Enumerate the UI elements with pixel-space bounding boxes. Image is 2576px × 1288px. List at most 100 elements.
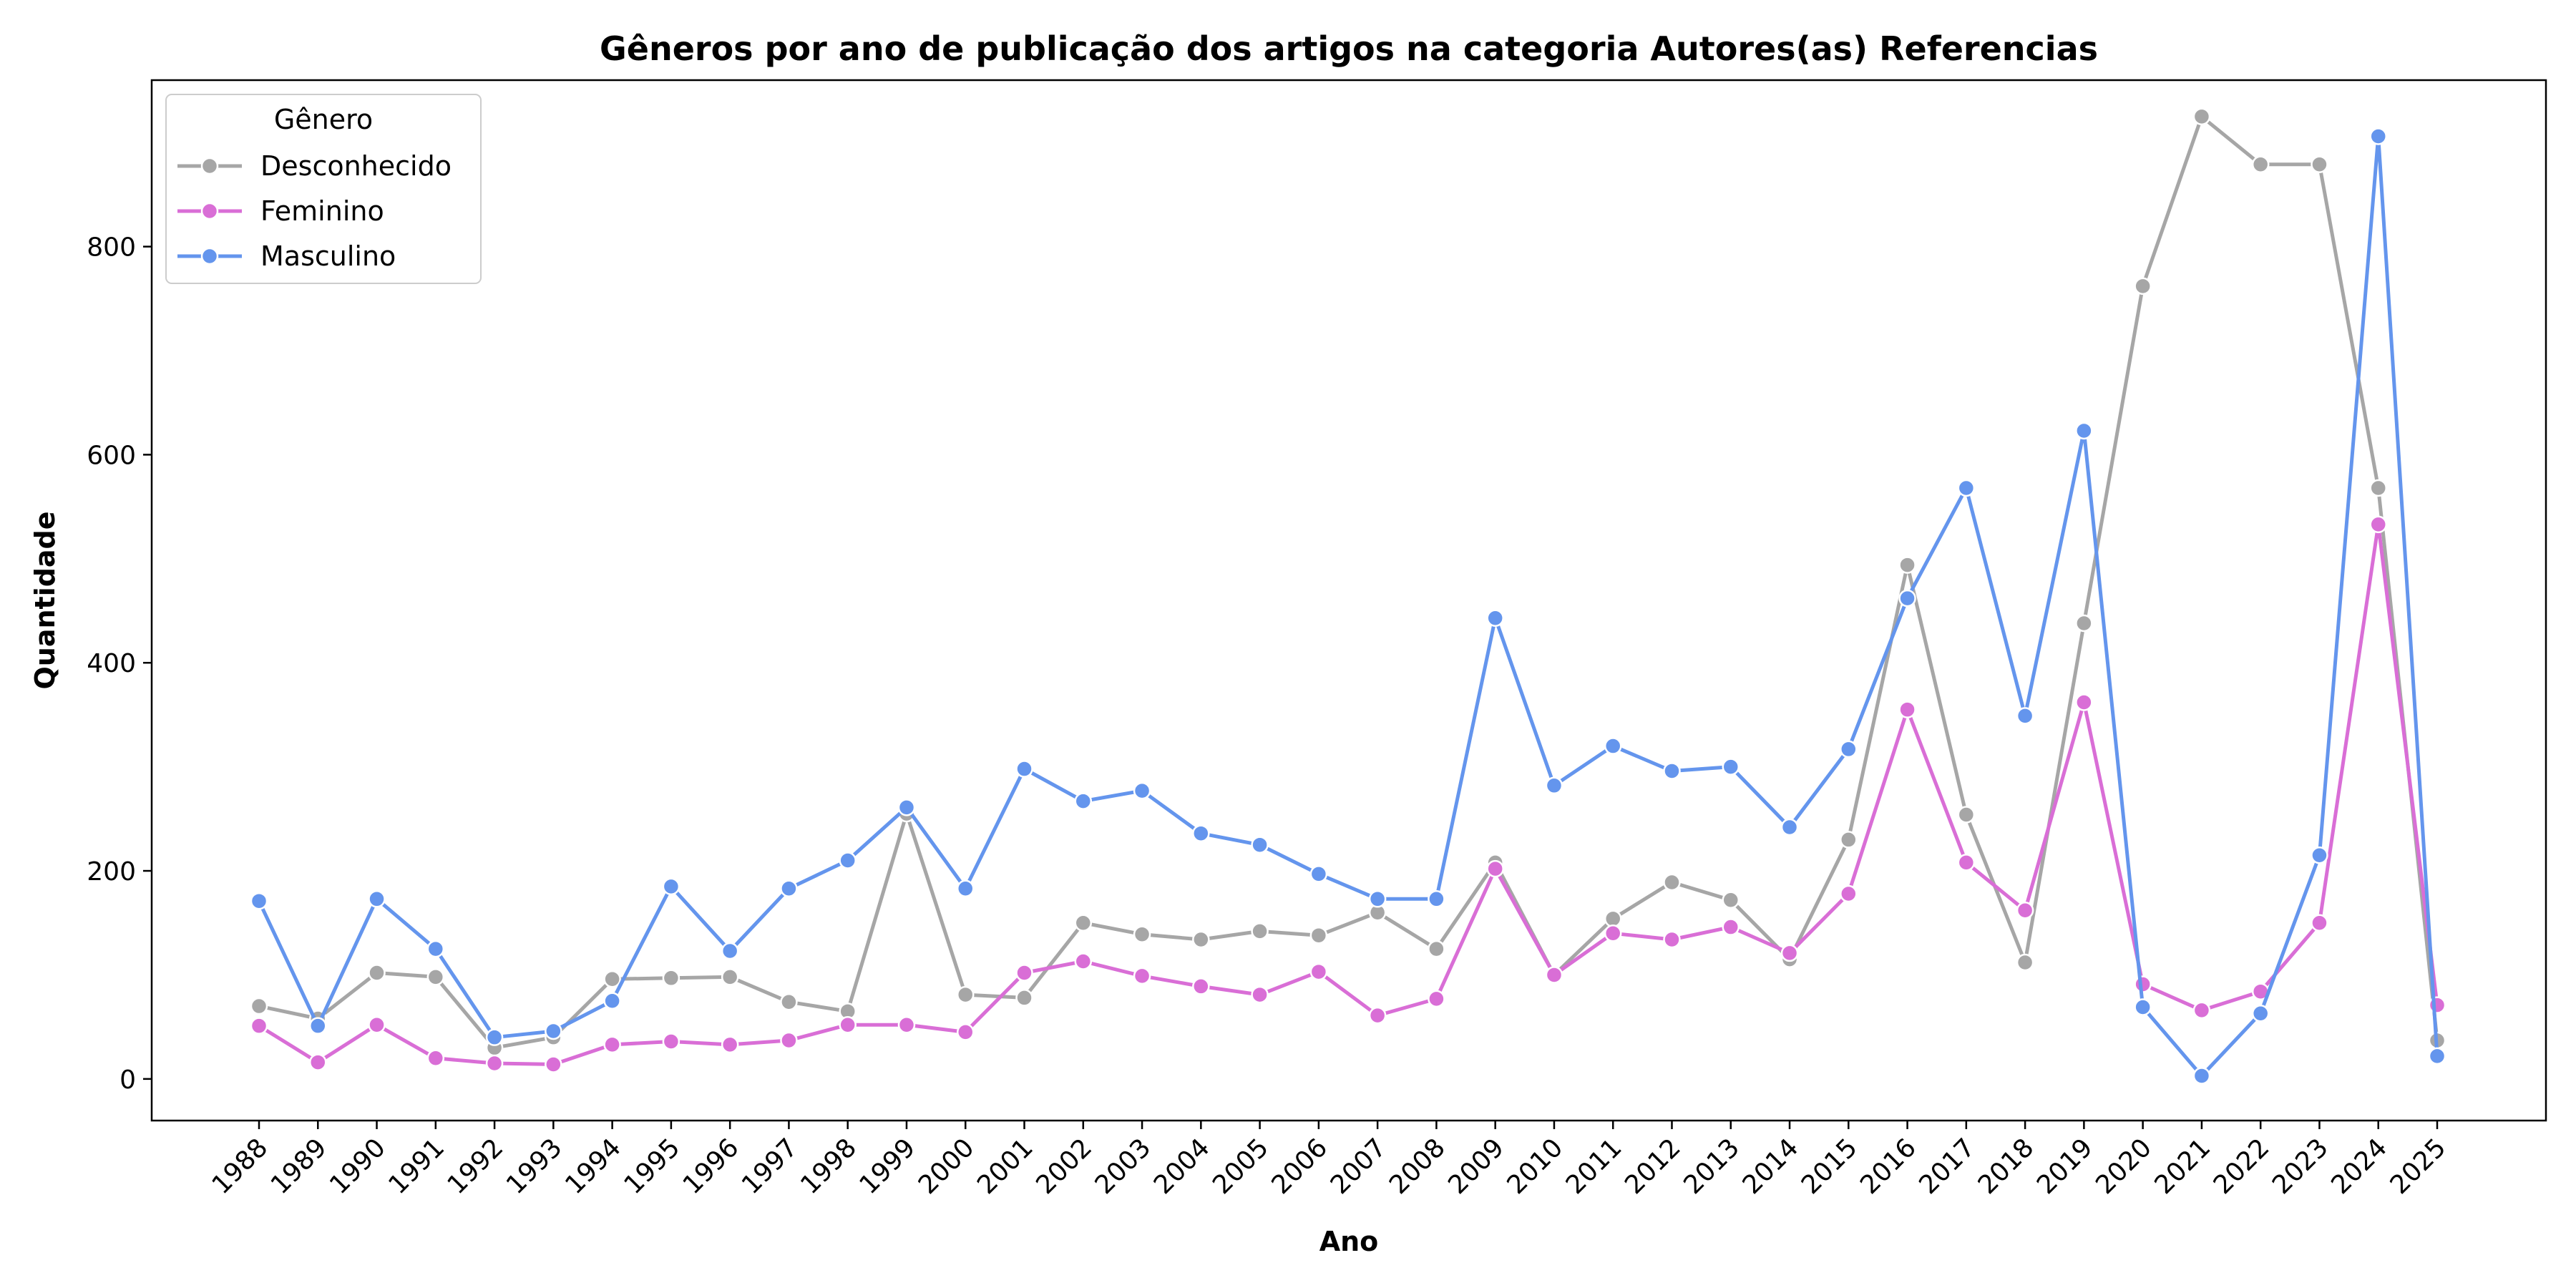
data-point-desconhecido <box>1074 914 1093 932</box>
series-layer <box>250 107 2446 1085</box>
data-point-desconhecido <box>2192 107 2211 126</box>
series-feminino <box>250 515 2446 1073</box>
x-tick-label: 2018 <box>1973 1133 2040 1200</box>
data-point-feminino <box>1428 990 1445 1008</box>
data-point-feminino <box>1251 985 1269 1004</box>
data-point-desconhecido <box>1428 940 1445 958</box>
legend-item-feminino: Feminino <box>177 195 384 227</box>
data-point-feminino <box>250 1017 268 1035</box>
data-point-masculino <box>1840 740 1858 758</box>
data-point-masculino <box>2134 998 2152 1016</box>
data-point-desconhecido <box>1192 930 1210 949</box>
x-tick-label: 1998 <box>795 1133 862 1200</box>
data-point-masculino <box>1604 737 1622 755</box>
y-axis-label: Quantidade <box>29 511 61 689</box>
legend-label: Desconhecido <box>260 150 452 182</box>
data-point-feminino <box>2192 1001 2211 1020</box>
data-point-desconhecido <box>662 969 680 987</box>
data-point-feminino <box>721 1035 739 1054</box>
data-point-desconhecido <box>603 970 621 988</box>
data-point-desconhecido <box>368 964 386 982</box>
x-tick-label: 2006 <box>1266 1133 1333 1200</box>
data-point-masculino <box>1192 824 1210 842</box>
x-tick-label: 2004 <box>1148 1133 1216 1200</box>
y-axis: 0 200 400 600 800 <box>87 233 152 1095</box>
x-tick-label: 2024 <box>2326 1133 2393 1200</box>
legend-item-desconhecido: Desconhecido <box>177 150 452 182</box>
data-point-feminino <box>426 1049 445 1068</box>
data-point-masculino <box>1898 589 1916 608</box>
x-tick-label: 2001 <box>972 1133 1039 1200</box>
data-point-masculino <box>956 879 975 898</box>
data-point-desconhecido <box>2251 155 2270 174</box>
data-point-masculino <box>1486 609 1504 627</box>
data-point-feminino <box>897 1015 916 1034</box>
data-point-feminino <box>368 1015 386 1034</box>
series-line-desconhecido <box>258 114 2439 1050</box>
x-tick-label: 1993 <box>501 1133 568 1200</box>
data-point-masculino <box>839 852 857 869</box>
data-point-masculino <box>1368 890 1387 908</box>
data-point-masculino <box>721 942 739 960</box>
y-tick-label: 400 <box>87 649 136 678</box>
data-point-masculino <box>2369 127 2387 145</box>
series-line-masculino <box>257 135 2439 1078</box>
y-tick-label: 200 <box>87 857 136 887</box>
data-point-masculino <box>603 992 621 1010</box>
x-tick-label: 2023 <box>2267 1133 2334 1200</box>
x-tick-label: 2005 <box>1207 1133 1274 1200</box>
data-point-feminino <box>1545 966 1563 984</box>
data-point-desconhecido <box>956 985 975 1004</box>
data-point-masculino <box>2311 846 2328 864</box>
data-point-feminino <box>1015 964 1033 982</box>
x-tick-label: 1992 <box>442 1133 509 1200</box>
data-point-desconhecido <box>1251 922 1269 940</box>
x-tick-label: 1997 <box>736 1133 804 1200</box>
x-tick-label: 2012 <box>1619 1133 1687 1200</box>
data-point-feminino <box>1133 967 1151 985</box>
x-tick-label: 2008 <box>1384 1133 1451 1200</box>
x-tick-label: 1994 <box>560 1133 627 1200</box>
data-point-masculino <box>2075 421 2093 440</box>
data-point-feminino <box>1898 701 1916 718</box>
data-point-masculino <box>780 879 798 898</box>
x-tick-label: 1990 <box>324 1133 391 1200</box>
data-point-feminino <box>1663 930 1681 949</box>
legend-box <box>165 94 482 284</box>
data-point-desconhecido <box>2016 953 2034 972</box>
data-point-feminino <box>1780 944 1799 962</box>
data-point-feminino <box>2016 902 2034 919</box>
data-point-feminino <box>2428 996 2446 1014</box>
y-tick-label: 600 <box>87 441 136 470</box>
legend-swatch-marker <box>200 247 219 265</box>
data-point-masculino <box>1015 760 1033 778</box>
data-point-feminino <box>1722 918 1740 936</box>
data-point-masculino <box>1957 479 1976 497</box>
data-point-feminino <box>1604 924 1622 942</box>
data-point-feminino <box>1192 977 1210 995</box>
chart-title: Gêneros por ano de publicação dos artigo… <box>600 29 2098 68</box>
data-point-desconhecido <box>2311 155 2328 174</box>
data-point-masculino <box>309 1017 327 1035</box>
data-point-masculino <box>485 1028 504 1046</box>
data-point-masculino <box>1309 865 1328 883</box>
x-tick-label: 1996 <box>678 1133 745 1200</box>
data-point-feminino <box>2134 975 2152 993</box>
data-point-feminino <box>662 1033 680 1050</box>
data-point-feminino <box>1368 1006 1387 1025</box>
data-point-masculino <box>897 799 916 816</box>
data-point-desconhecido <box>2134 277 2152 296</box>
x-tick-label: 2017 <box>1913 1133 1981 1200</box>
x-tick-label: 2003 <box>1090 1133 1157 1200</box>
x-tick-label: 1999 <box>854 1133 922 1200</box>
data-point-masculino <box>426 940 445 958</box>
x-tick-label: 2025 <box>2385 1133 2452 1200</box>
data-point-desconhecido <box>250 997 268 1015</box>
data-point-feminino <box>1074 952 1093 970</box>
x-tick-label: 2015 <box>1796 1133 1863 1200</box>
legend-title: Gênero <box>274 104 373 135</box>
data-point-feminino <box>603 1035 621 1054</box>
data-point-desconhecido <box>426 968 445 986</box>
data-point-masculino <box>545 1022 562 1040</box>
data-point-desconhecido <box>1722 891 1740 909</box>
